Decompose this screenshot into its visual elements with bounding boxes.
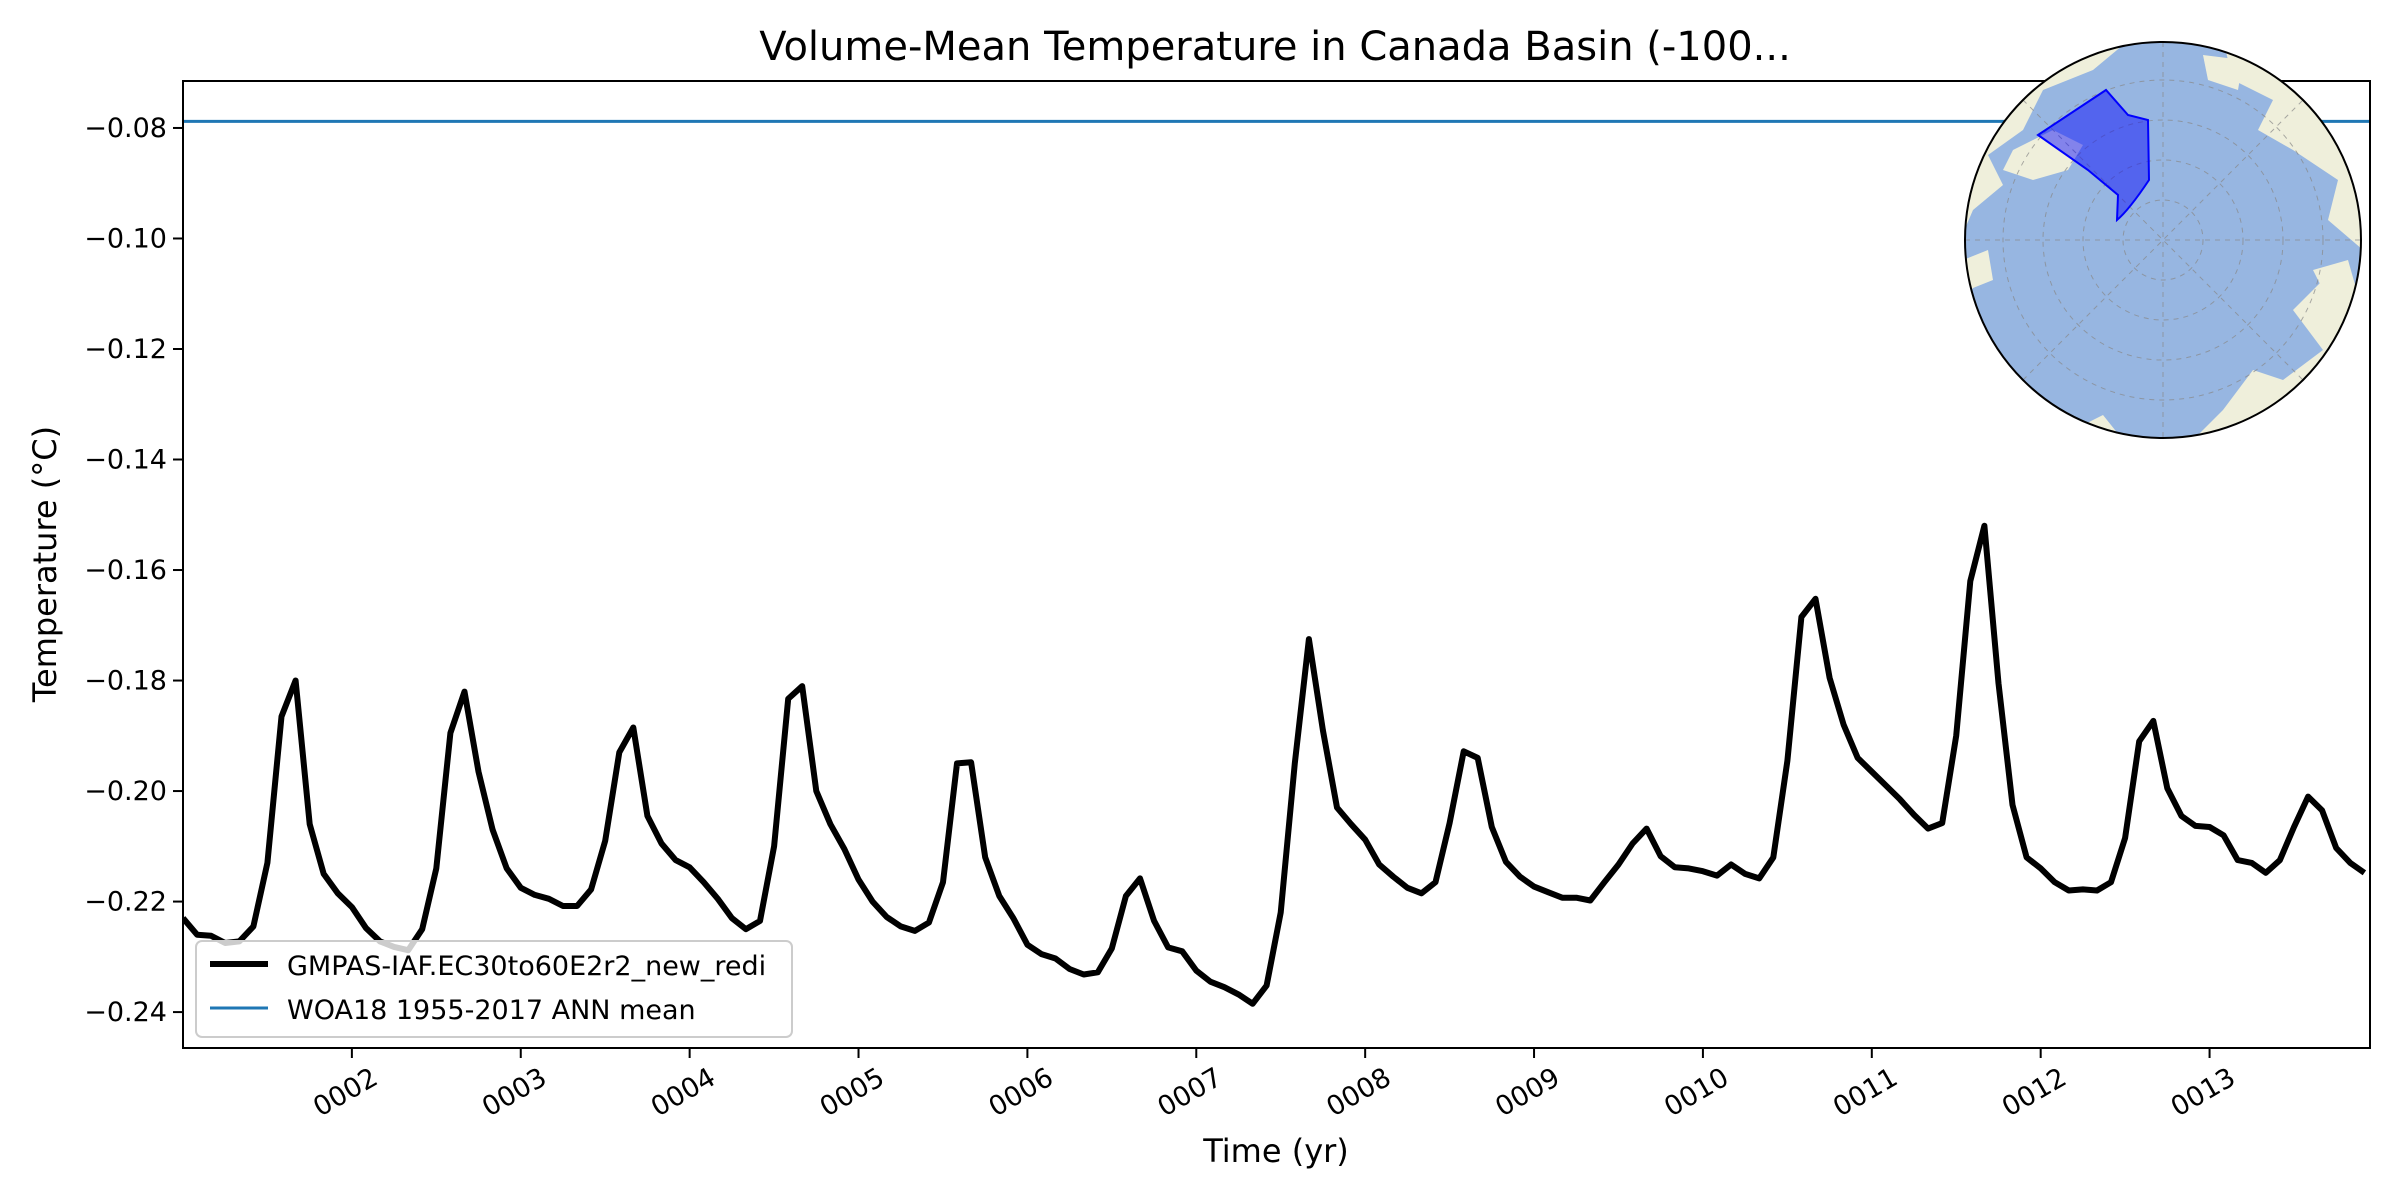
map-island (2003, 130, 2083, 180)
y-tick-label: −0.22 (84, 887, 167, 918)
y-tick-label: −0.20 (84, 776, 167, 807)
map-island (1965, 250, 1993, 290)
x-tick-label: 0002 (308, 1062, 383, 1123)
y-axis-label: Temperature (°C) (26, 426, 64, 703)
x-tick-label: 0012 (1997, 1062, 2072, 1123)
x-tick-label: 0010 (1659, 1062, 1734, 1123)
x-axis-label: Time (yr) (1202, 1132, 1349, 1170)
x-tick-label: 0009 (1490, 1062, 1565, 1123)
map-region-canada-basin (2036, 88, 2151, 223)
y-tick-label: −0.24 (84, 997, 167, 1028)
plot-frame (182, 80, 2371, 1049)
x-tick-label: 0005 (815, 1062, 890, 1123)
legend-entry-label: WOA18 1955-2017 ANN mean (287, 995, 696, 1026)
inset-map (1964, 41, 2362, 439)
y-tick-label: −0.08 (84, 113, 167, 144)
map-island (2203, 55, 2243, 90)
x-axis: 0002 0003 0004 0005 0006 0007 0008 0009 0010 0011… (308, 1048, 2241, 1123)
chart-title: Volume-Mean Temperature in Canada Basin … (759, 24, 1791, 70)
x-tick-label: 0003 (477, 1062, 552, 1123)
y-tick-label: −0.14 (84, 445, 167, 476)
x-tick-label: 0011 (1828, 1062, 1903, 1123)
y-tick-label: −0.10 (84, 223, 167, 254)
x-tick-label: 0006 (984, 1062, 1059, 1123)
legend: GMPAS-IAF.EC30to60E2r2_new_redi WOA18 19… (195, 940, 793, 1038)
x-tick-label: 0007 (1153, 1062, 1228, 1123)
legend-frame (195, 940, 793, 1038)
map-graticule (1965, 42, 2361, 438)
y-tick-label: −0.12 (84, 334, 167, 365)
legend-entry-label: GMPAS-IAF.EC30to60E2r2_new_redi (287, 951, 766, 982)
series-line-gmpas (183, 522, 2367, 1007)
map-island (2313, 260, 2358, 300)
x-tick-label: 0013 (2166, 1062, 2241, 1123)
y-axis: −0.24 −0.22 −0.20 −0.18 −0.16 −0.14 −0.12 −0.10… (84, 113, 183, 1028)
y-tick-label: −0.18 (84, 666, 167, 697)
map-border (1964, 41, 2362, 439)
x-tick-label: 0008 (1321, 1062, 1396, 1123)
y-tick-label: −0.16 (84, 555, 167, 586)
x-tick-label: 0004 (646, 1062, 721, 1123)
